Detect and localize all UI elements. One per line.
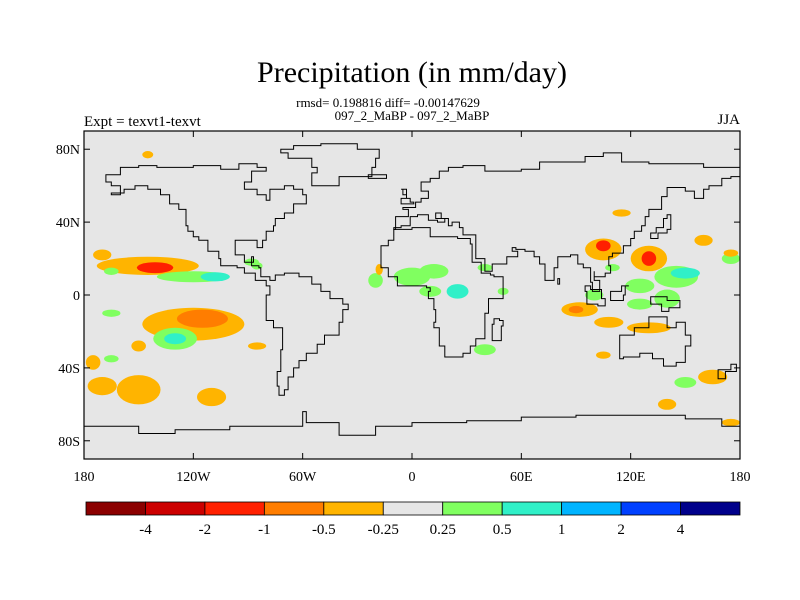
colorbar: -4 -2 -1 -0.5 -0.25 0.25 0.5 1 2 4 (85, 501, 741, 538)
coastline (367, 174, 387, 179)
colorbar-level-label: 0.5 (493, 522, 512, 538)
colorbar-level-label: -0.25 (368, 522, 399, 538)
anomaly-patch (605, 264, 620, 272)
anomaly-patch (674, 377, 697, 388)
y-tick-label: 0 (73, 289, 80, 304)
anomaly-patch (594, 316, 624, 328)
coastline (717, 363, 737, 380)
anomaly-patch (93, 249, 112, 261)
anomaly-patch (248, 342, 267, 350)
x-tick-label: 120E (616, 470, 646, 485)
colorbar-swatch (561, 501, 622, 516)
anomaly-patch (87, 377, 117, 396)
coastline (650, 296, 681, 312)
anomaly-patch (612, 209, 631, 217)
x-tick-label: 120W (176, 470, 211, 485)
anomaly-patch (446, 284, 469, 299)
anomaly-patch (104, 355, 119, 363)
map-background (84, 131, 740, 459)
x-tick-label: 60W (289, 470, 317, 485)
colorbar-level-label: 0.25 (430, 522, 456, 538)
case-line: 097_2_MaBP - 097_2_MaBP (335, 108, 490, 123)
y-tick-label: 40S (58, 362, 80, 377)
anomaly-patch (85, 355, 101, 370)
chart-title: Precipitation (in mm/day) (257, 56, 567, 89)
anomaly-patch (368, 273, 383, 288)
colorbar-swatch (323, 501, 384, 516)
coastline (280, 143, 380, 187)
colorbar-swatch (501, 501, 563, 516)
anomaly-patch (176, 309, 228, 328)
anomaly-patch (670, 267, 700, 279)
anomaly-patch (596, 351, 611, 359)
anomaly-patch (102, 309, 121, 317)
season-label: JJA (717, 112, 740, 128)
colorbar-swatch (204, 501, 265, 516)
colorbar-swatch (85, 501, 146, 516)
colorbar-level-label: -1 (258, 522, 271, 538)
anomaly-patch (596, 240, 611, 252)
colorbar-level-label: -2 (199, 522, 212, 538)
coastline (400, 188, 415, 205)
coastline (393, 152, 740, 292)
colorbar-swatch (442, 501, 503, 516)
anomaly-patch (136, 262, 174, 274)
anomaly-patch (196, 387, 227, 407)
x-tick-label: 0 (409, 470, 416, 485)
anomaly-patch (568, 305, 584, 314)
anomaly-patch (164, 333, 187, 345)
colorbar-level-label: 4 (677, 522, 685, 538)
anomaly-patch (585, 289, 604, 301)
colorbar-level-label: -0.5 (312, 522, 336, 538)
anomaly-patch (142, 151, 154, 159)
x-tick-label: 180 (74, 470, 95, 485)
anomaly-patch (375, 264, 383, 275)
experiment-label: Expt = texvt1-texvt (84, 114, 202, 130)
anomaly-patch (641, 251, 657, 266)
colorbar-swatch (680, 501, 741, 516)
anomaly-patch (698, 369, 728, 385)
anomaly-patch (658, 398, 677, 410)
anomaly-patch (694, 234, 713, 246)
coastline (491, 318, 504, 342)
colorbar-swatch (620, 501, 681, 516)
x-tick-label: 60E (510, 470, 533, 485)
anomaly-patch (723, 249, 739, 257)
anomaly-patch (625, 278, 655, 294)
anomaly-patch (419, 264, 449, 279)
anomaly-layer (85, 151, 740, 427)
colorbar-swatch (263, 501, 325, 516)
anomaly-patch (104, 267, 119, 275)
anomaly-patch (721, 418, 740, 427)
anomaly-patch (131, 340, 146, 352)
y-tick-label: 80N (56, 143, 80, 158)
x-tick-label: 180 (730, 470, 751, 485)
colorbar-swatch (145, 501, 206, 516)
coastline (380, 227, 504, 358)
y-tick-label: 80S (58, 435, 80, 450)
coastline (584, 285, 606, 307)
colorbar-level-label: 1 (558, 522, 566, 538)
anomaly-patch (116, 375, 161, 405)
coastline (650, 214, 672, 239)
colorbar-level-label: 2 (617, 522, 625, 538)
axis-layer: 180 120W 60W 0 60E 120E 180 80N 40N 0 40S 80S (56, 131, 751, 485)
anomaly-patch (200, 272, 230, 282)
coastline-layer (84, 143, 740, 459)
stats-line: rmsd= 0.198816 diff= -0.00147629 (296, 95, 480, 110)
coastline (84, 411, 740, 459)
colorbar-swatch (382, 501, 444, 516)
coastline (105, 163, 349, 396)
anomaly-patch (473, 344, 496, 356)
y-tick-label: 40N (56, 216, 80, 231)
colorbar-level-label: -4 (139, 522, 152, 538)
coastline (557, 278, 561, 285)
anomaly-patch (627, 298, 653, 310)
coastline (619, 316, 692, 367)
coastline (610, 285, 629, 301)
